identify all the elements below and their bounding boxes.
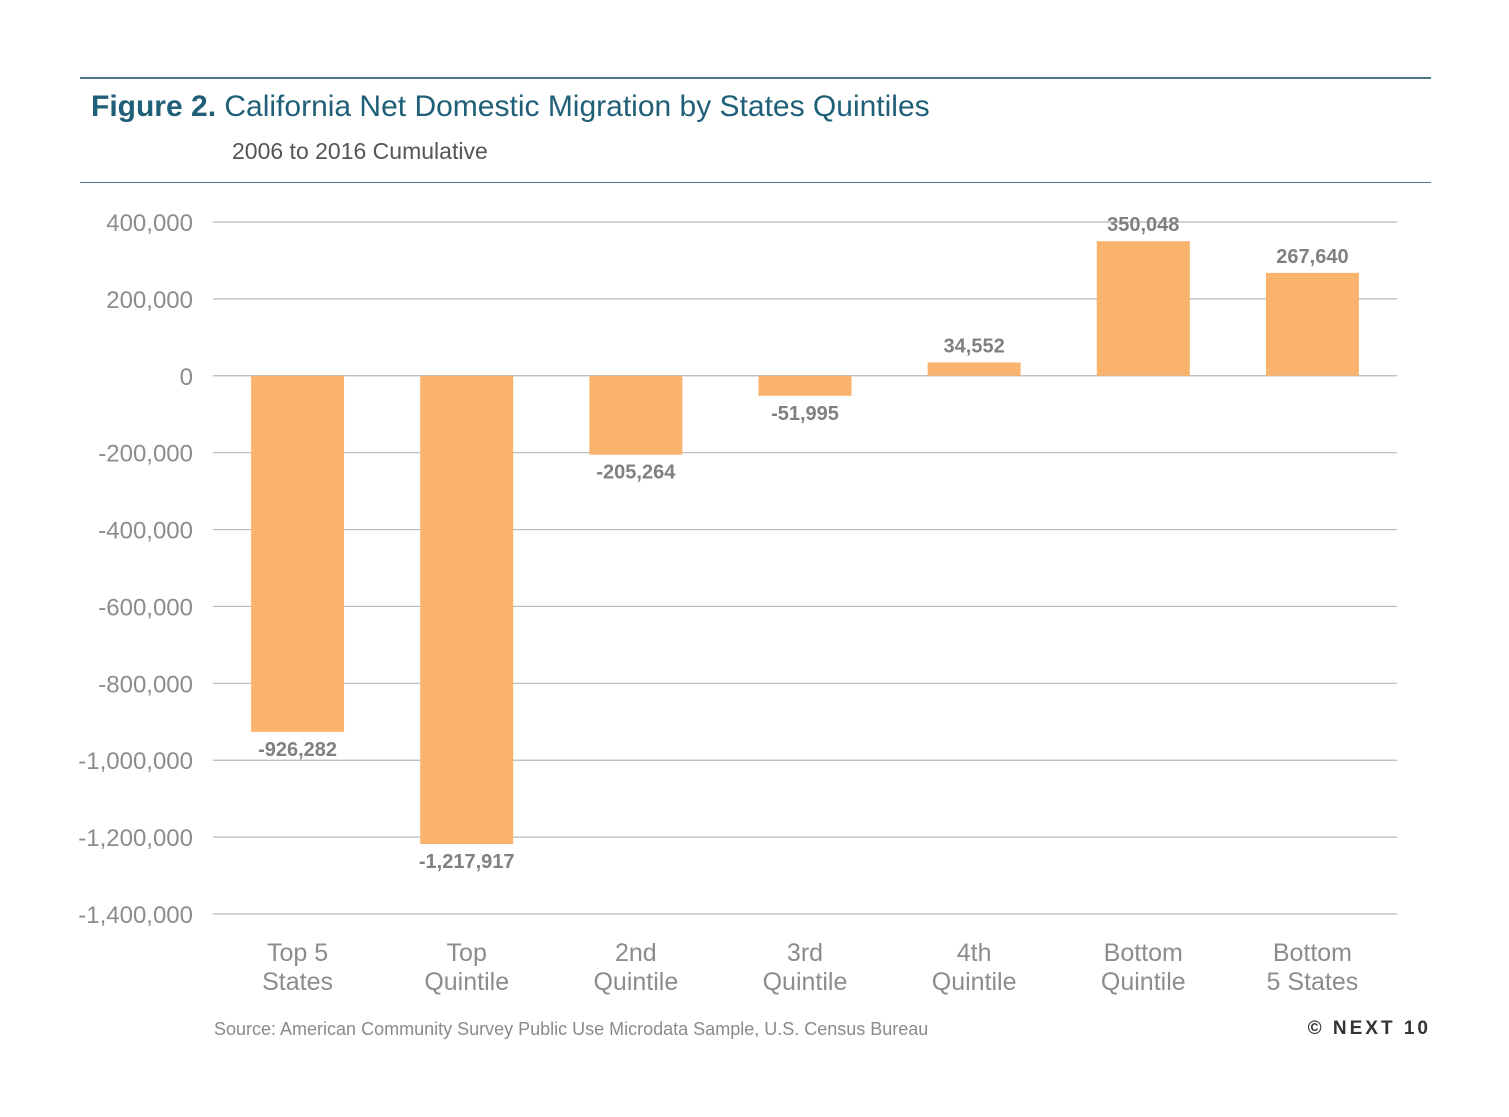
figure-title: California Net Domestic Migration by Sta… xyxy=(224,90,930,123)
data-label: -926,282 xyxy=(258,739,337,761)
data-label: -51,995 xyxy=(771,403,839,425)
y-tick-label: 400,000 xyxy=(106,210,193,237)
y-tick-label: -1,400,000 xyxy=(78,902,193,929)
data-label: -205,264 xyxy=(596,462,676,484)
figure-label: Figure 2. xyxy=(91,90,217,123)
y-tick-label: 0 xyxy=(180,364,193,391)
y-tick-label: -200,000 xyxy=(98,441,193,468)
x-category-label: 3rd xyxy=(787,939,823,967)
bar xyxy=(589,375,683,455)
data-label: 34,552 xyxy=(944,335,1005,357)
y-tick-label: -400,000 xyxy=(98,518,193,545)
x-category-label: Top 5 xyxy=(267,939,328,967)
y-tick-label: 200,000 xyxy=(106,287,193,314)
bar xyxy=(1265,272,1359,376)
data-label: 267,640 xyxy=(1276,246,1348,268)
bar xyxy=(927,362,1021,376)
bar xyxy=(1096,241,1190,376)
x-category-label: 2nd xyxy=(615,939,657,967)
data-label: 350,048 xyxy=(1107,214,1179,236)
x-category-label: Quintile xyxy=(763,968,848,996)
bar xyxy=(251,375,345,732)
bar xyxy=(758,375,852,396)
data-label: -1,217,917 xyxy=(419,851,515,873)
chart-subtitle: 2006 to 2016 Cumulative xyxy=(232,138,488,164)
bar xyxy=(420,375,514,844)
x-category-label: Quintile xyxy=(1101,968,1186,996)
y-tick-label: -1,200,000 xyxy=(78,825,193,852)
x-category-label: 5 States xyxy=(1267,968,1359,996)
y-tick-label: -600,000 xyxy=(98,594,193,621)
x-category-label: 4th xyxy=(957,939,992,967)
y-tick-label: -800,000 xyxy=(98,671,193,698)
x-category-label: Top xyxy=(447,939,487,967)
x-category-label: Bottom xyxy=(1104,939,1183,967)
header-bottom-rule xyxy=(80,182,1431,183)
chart-title: Figure 2. California Net Domestic Migrat… xyxy=(91,90,930,124)
header-top-rule xyxy=(80,77,1431,79)
source-note: Source: American Community Survey Public… xyxy=(214,1019,929,1039)
x-category-label: Quintile xyxy=(424,968,509,996)
x-category-label: Bottom xyxy=(1273,939,1352,967)
x-category-label: States xyxy=(262,968,333,996)
copyright-mark: © NEXT 10 xyxy=(1307,1018,1431,1039)
y-tick-label: -1,000,000 xyxy=(78,748,193,775)
x-category-label: Quintile xyxy=(932,968,1017,996)
x-category-label: Quintile xyxy=(593,968,678,996)
